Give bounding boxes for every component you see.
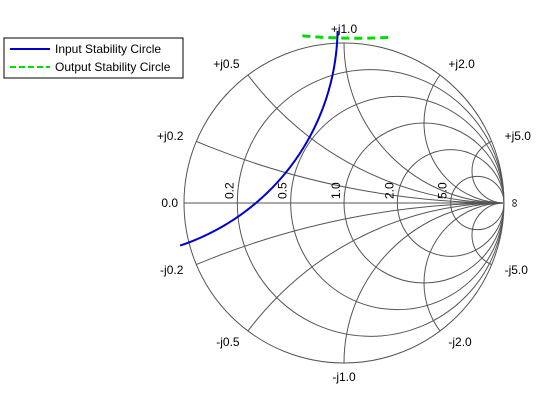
reactance-arc-negative — [343, 202, 504, 363]
reactance-label-negative: -j0.5 — [216, 335, 240, 349]
reactance-arc-negative — [184, 202, 504, 363]
legend-input-label: Input Stability Circle — [55, 42, 161, 56]
input-stability-circle — [179, 31, 339, 247]
legend-output-label: Output Stability Circle — [55, 60, 171, 74]
center-zero-label: 0.0 — [161, 196, 178, 210]
reactance-arc-positive — [423, 43, 504, 204]
reactance-label-negative: -j2.0 — [448, 335, 472, 349]
legend: Input Stability Circle Output Stability … — [3, 37, 184, 79]
reactance-arc-negative — [184, 202, 504, 363]
reactance-label-negative: -j5.0 — [505, 263, 529, 277]
axis-labels: 0.2 0.5 1.0 2.0 5.0 0.0 ∞ +j0.2 -j0.2 +j0.5 -j0.5 +… — [157, 22, 531, 384]
resistance-label: 5.0 — [436, 182, 450, 199]
infinity-label: ∞ — [507, 199, 521, 208]
reactance-arc-negative — [423, 202, 504, 363]
resistance-circle — [290, 95, 504, 311]
unit-circle — [183, 42, 505, 364]
reactance-label-positive: +j5.0 — [505, 129, 532, 143]
output-stability-circle — [302, 34, 391, 40]
reactance-arc-positive — [343, 43, 504, 204]
reactance-label-negative: -j1.0 — [332, 370, 356, 384]
reactance-arc-positive — [471, 138, 504, 204]
reactance-arc-negative — [471, 202, 504, 268]
resistance-label: 2.0 — [382, 182, 396, 199]
resistance-label: 0.5 — [276, 182, 290, 199]
resistance-label: 0.2 — [222, 182, 236, 199]
reactance-label-positive: +j2.0 — [448, 57, 475, 71]
legend-box — [3, 37, 184, 79]
reactance-arc-positive — [184, 43, 504, 204]
stability-circles — [179, 31, 391, 247]
reactance-label-negative: -j0.2 — [160, 263, 184, 277]
reactance-label-positive: +j1.0 — [331, 22, 358, 36]
resistance-label: 1.0 — [329, 182, 343, 199]
reactance-label-positive: +j0.5 — [213, 57, 240, 71]
reactance-label-positive: +j0.2 — [157, 129, 184, 143]
resistance-circle — [450, 175, 504, 231]
